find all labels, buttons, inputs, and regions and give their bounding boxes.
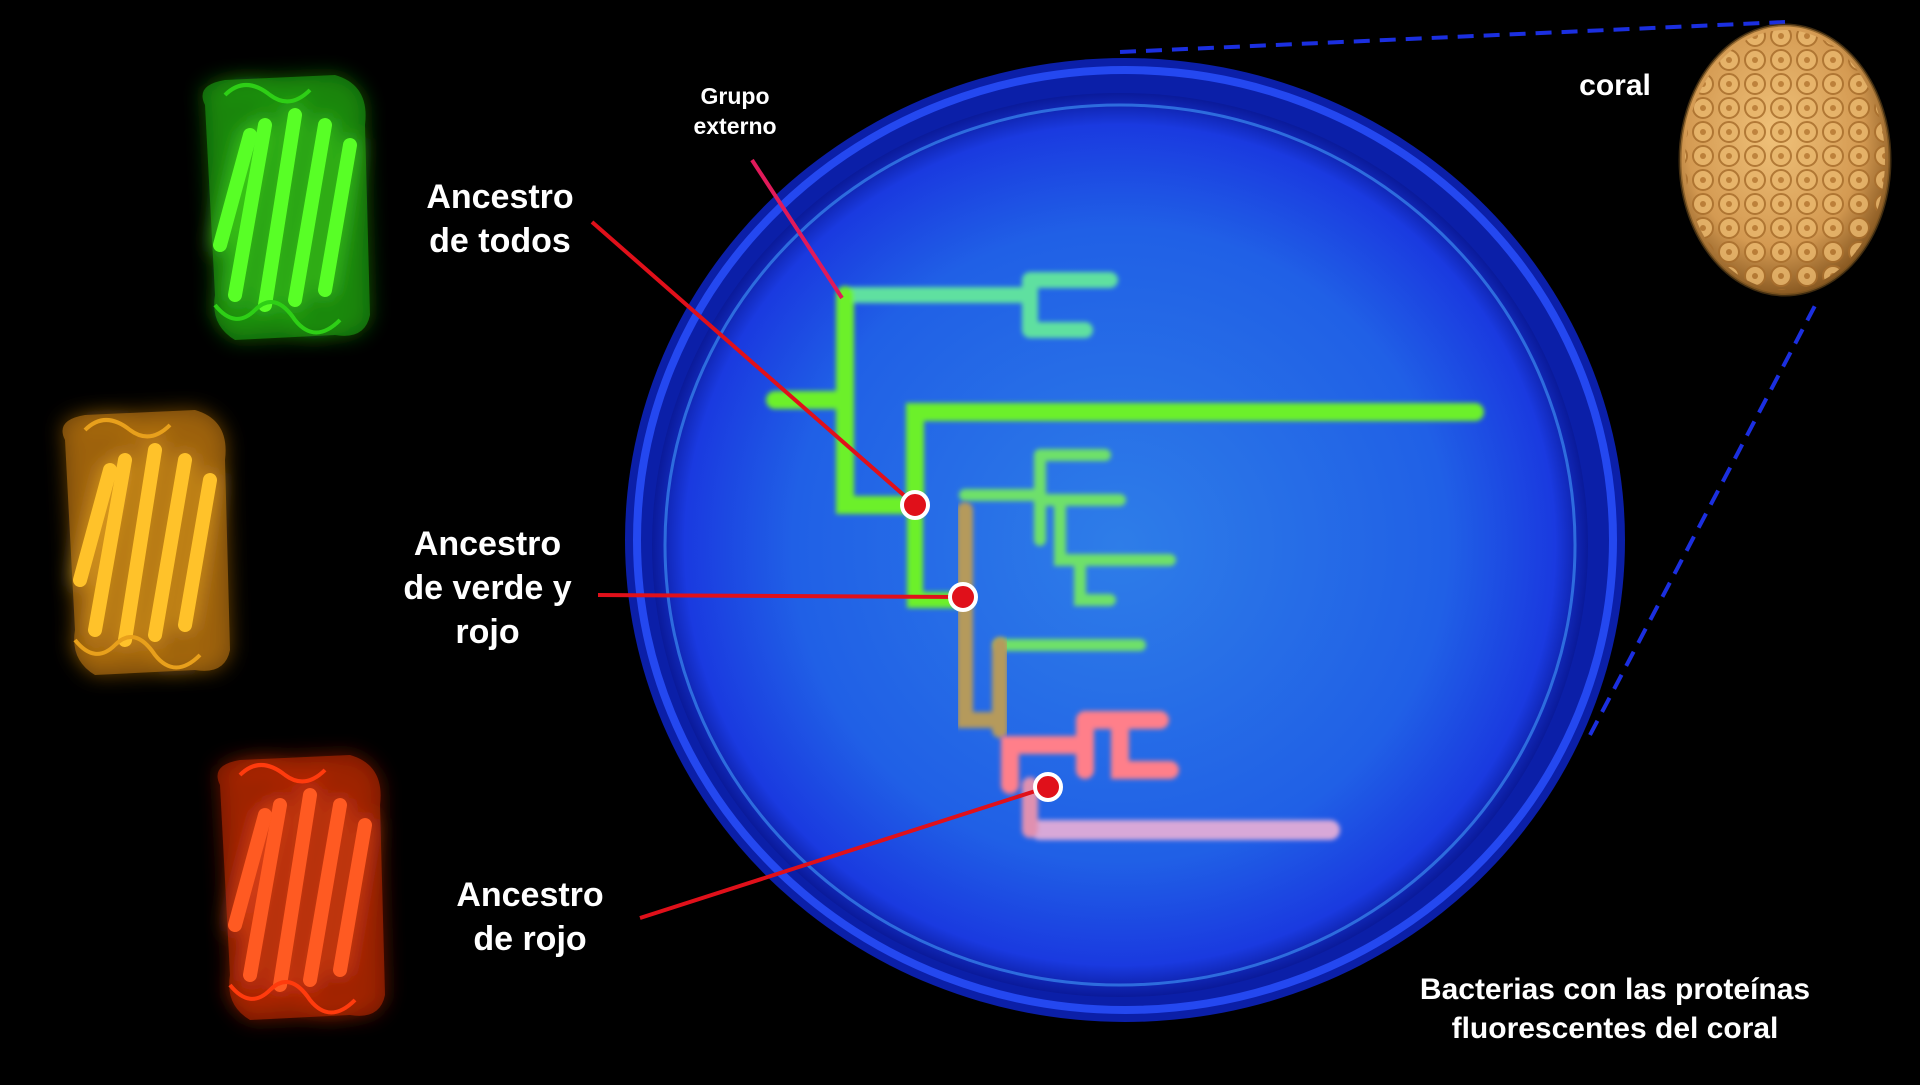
coral-label: coral <box>1560 66 1670 105</box>
ancestor-red-line2: de rojo <box>473 920 587 959</box>
coral-label-text: coral <box>1579 69 1651 102</box>
red-bacteria-branch <box>1001 711 1340 840</box>
red-protein-icon <box>217 755 385 1020</box>
petri-dish <box>625 58 1625 1022</box>
ancestor-red-line1: Ancestro <box>456 876 604 914</box>
ancestor-green-red-dot <box>948 582 978 612</box>
ancestor-red-dot <box>1033 772 1063 802</box>
orange-bacteria-branch <box>957 502 1008 738</box>
green-bacteria-tree <box>766 272 1484 651</box>
ancestor-green-red-line1: Ancestro <box>413 525 562 563</box>
green-protein-icon <box>202 75 370 340</box>
ancestor-all-label: Ancestro de todos <box>400 175 600 263</box>
pointer-lines <box>590 158 1049 920</box>
ancestor-all-dot <box>900 490 930 520</box>
zoom-lines <box>1119 20 1820 736</box>
coral-image <box>1678 23 1892 297</box>
ancestor-red-label: Ancestro de rojo <box>430 873 630 961</box>
ancestor-green-red-label: Ancestro de verde y rojo <box>380 522 595 655</box>
outgroup-label-line1: Grupo <box>700 83 770 109</box>
outgroup-label: Grupo externo <box>680 82 790 142</box>
caption-line2: fluorescentes del coral <box>1451 1012 1779 1045</box>
ancestor-all-line2: de todos <box>429 222 571 261</box>
caption: Bacterias con las proteínas fluorescente… <box>1360 970 1870 1048</box>
orange-protein-icon <box>62 410 230 675</box>
caption-line1: Bacterias con las proteínas <box>1419 973 1811 1006</box>
ancestor-green-red-line3: rojo <box>455 613 520 652</box>
ancestor-green-red-line2: de verde y <box>403 569 572 608</box>
outgroup-label-line2: externo <box>693 112 777 139</box>
ancestor-all-line1: Ancestro <box>426 178 574 216</box>
